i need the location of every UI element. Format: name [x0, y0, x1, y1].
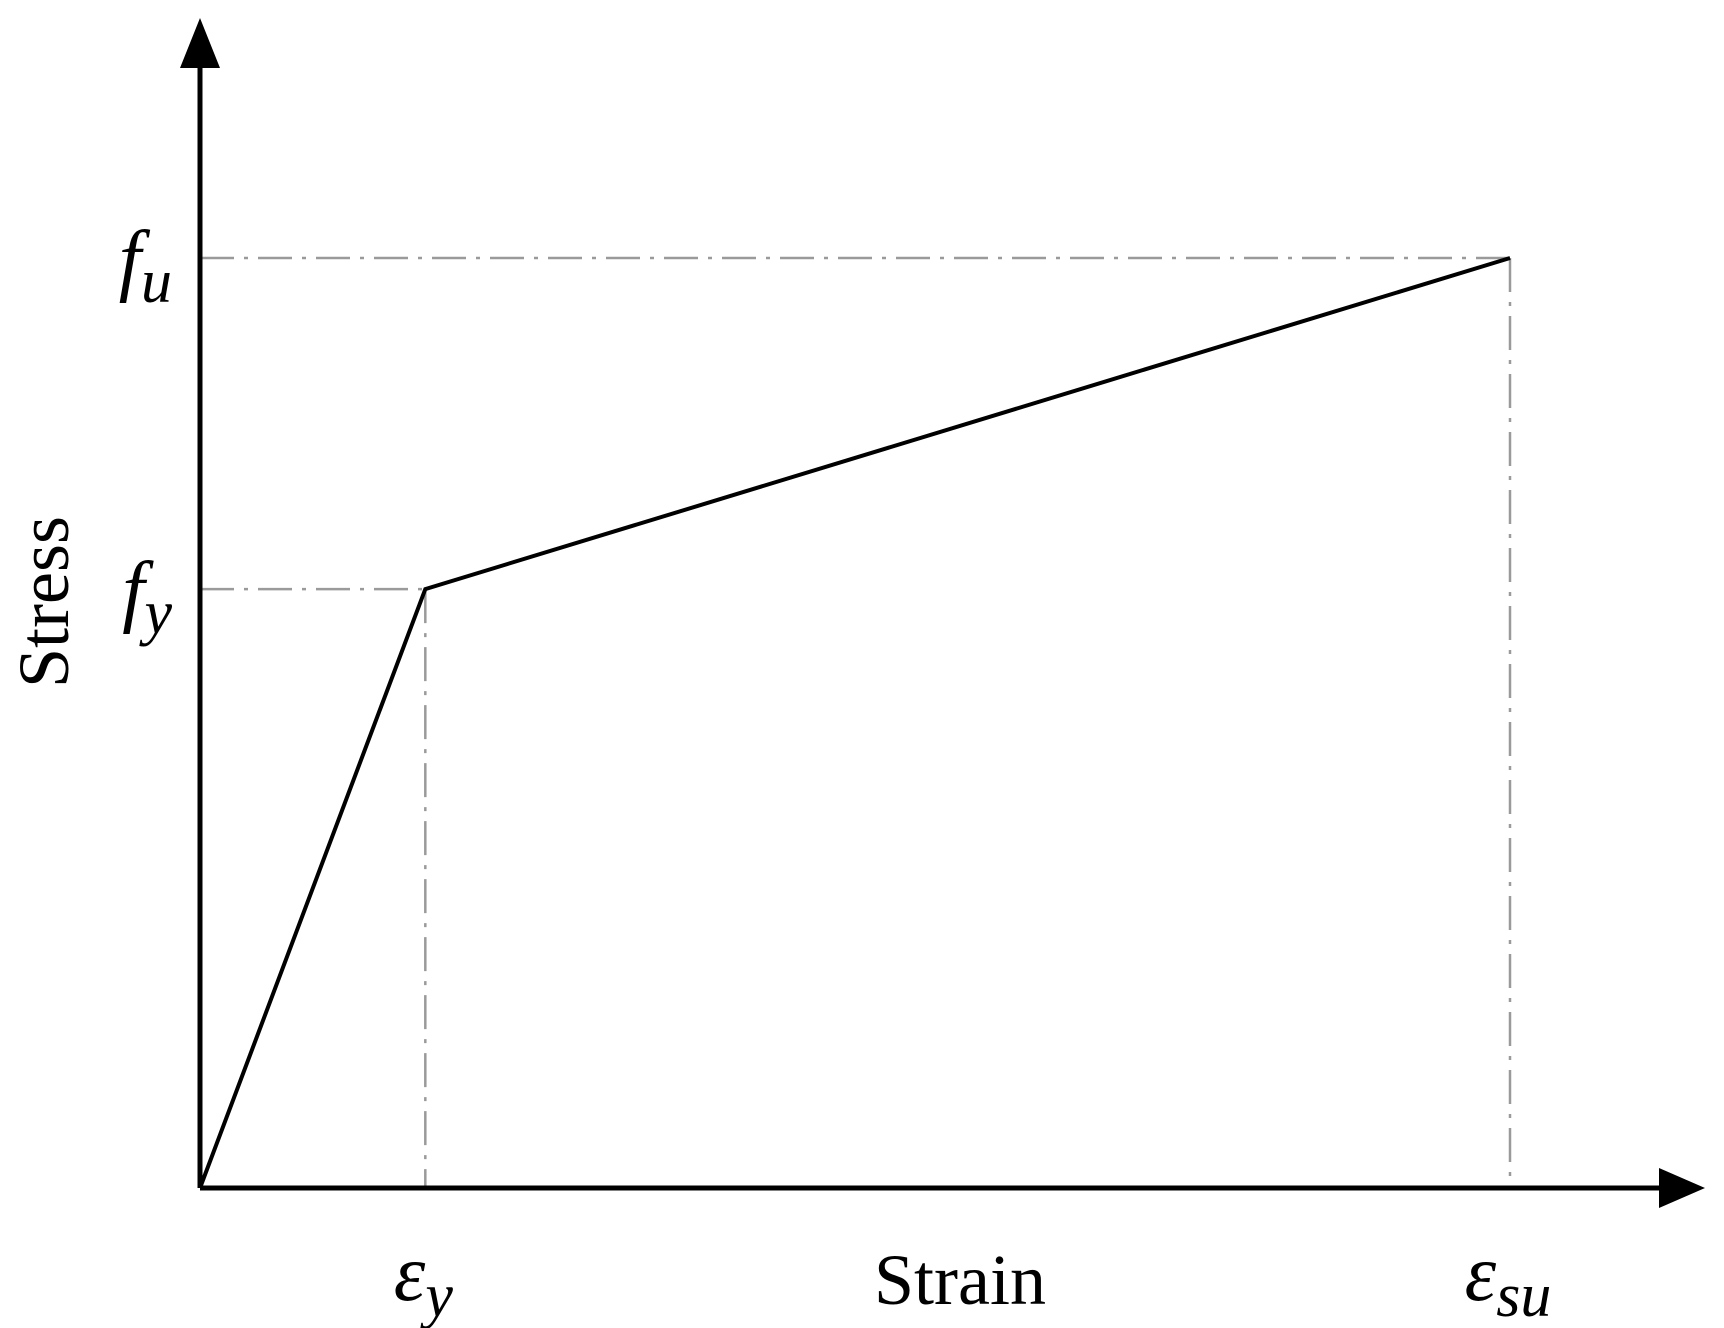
axes	[180, 18, 1705, 1208]
y-axis-arrowhead	[180, 18, 220, 68]
y-axis-title: Stress	[4, 516, 84, 688]
y-tick-labels: fy fu	[119, 216, 173, 647]
y-tick-label: fu	[119, 216, 172, 316]
x-tick-label: εsu	[1465, 1230, 1552, 1328]
x-axis-title: Strain	[874, 1240, 1046, 1320]
x-tick-label: εy	[394, 1230, 454, 1328]
guide-lines	[200, 256, 1512, 1188]
series-group	[198, 256, 1511, 1189]
x-axis-arrowhead	[1659, 1168, 1705, 1208]
x-tick-labels: εy εsu	[394, 1230, 1552, 1328]
stress-strain-curve	[198, 256, 1511, 1189]
y-tick-label: fy	[122, 547, 172, 647]
